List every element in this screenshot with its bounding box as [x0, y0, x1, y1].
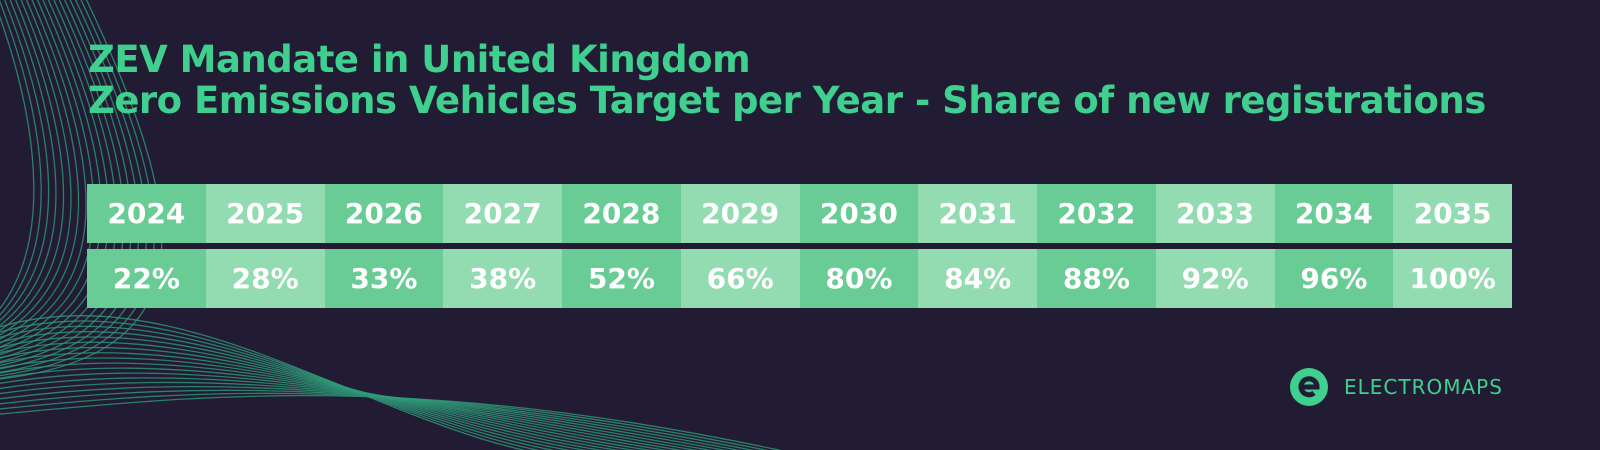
- table-cell: 2031: [918, 184, 1037, 243]
- title-line: Zero Emissions Vehicles Target per Year …: [88, 79, 1486, 122]
- decor-line: [0, 341, 604, 450]
- table-cell: 88%: [1037, 249, 1156, 308]
- table-cell: 2030: [799, 184, 919, 243]
- decor-line: [0, 0, 87, 344]
- table-cell: 33%: [324, 249, 444, 308]
- decor-line: [0, 362, 668, 450]
- table-cell: 2032: [1037, 184, 1156, 243]
- decor-line: [0, 320, 541, 450]
- decor-line: [0, 336, 587, 450]
- table-cell: 2025: [205, 184, 325, 243]
- decor-line: [0, 331, 572, 450]
- table-cell: 2034: [1274, 184, 1394, 243]
- decor-line: [0, 392, 769, 450]
- decor-line: [0, 0, 80, 340]
- decor-line: [0, 325, 556, 450]
- decor-line: [0, 0, 72, 336]
- decor-line: [0, 372, 698, 450]
- table-cell: 84%: [918, 249, 1037, 308]
- table-cell: 80%: [799, 249, 919, 308]
- decor-line: [0, 367, 683, 450]
- table-cell: 2035: [1393, 184, 1512, 243]
- table-cell: 2033: [1155, 184, 1275, 243]
- table-cell: 22%: [87, 249, 206, 308]
- table-cell: 2029: [680, 184, 800, 243]
- table-cell: 52%: [562, 249, 681, 308]
- decor-line: [0, 394, 782, 450]
- logo-text: ELECTROMAPS: [1344, 375, 1503, 399]
- decor-line: [0, 357, 652, 450]
- decor-line: [0, 381, 727, 450]
- table-cell: 2024: [87, 184, 206, 243]
- table-cell: 2026: [324, 184, 444, 243]
- logo-icon: [1290, 368, 1328, 406]
- title-line: ZEV Mandate in United Kingdom: [88, 38, 751, 81]
- decor-line: [0, 377, 713, 450]
- decor-line: [0, 389, 755, 450]
- table: 2024 2025 2026 2027 2028 2029 2030 2031 2032 2033…: [87, 184, 1512, 308]
- table-cell: 100%: [1393, 249, 1512, 308]
- decor-line: [0, 0, 133, 366]
- table-cell: 28%: [205, 249, 325, 308]
- decor-line: [0, 0, 65, 331]
- decor-line: [0, 15, 35, 310]
- table-cell: 2028: [562, 184, 681, 243]
- table-cell: 66%: [680, 249, 800, 308]
- decor-line: [0, 0, 57, 327]
- table-cell: 92%: [1155, 249, 1275, 308]
- table-cell: 2027: [443, 184, 562, 243]
- decor-line: [0, 0, 50, 322]
- decor-line: [0, 385, 741, 450]
- logo: ELECTROMAPS: [1288, 366, 1503, 408]
- table-cell: 96%: [1274, 249, 1394, 308]
- decor-line: [0, 0, 42, 316]
- table-cell: 38%: [443, 249, 562, 308]
